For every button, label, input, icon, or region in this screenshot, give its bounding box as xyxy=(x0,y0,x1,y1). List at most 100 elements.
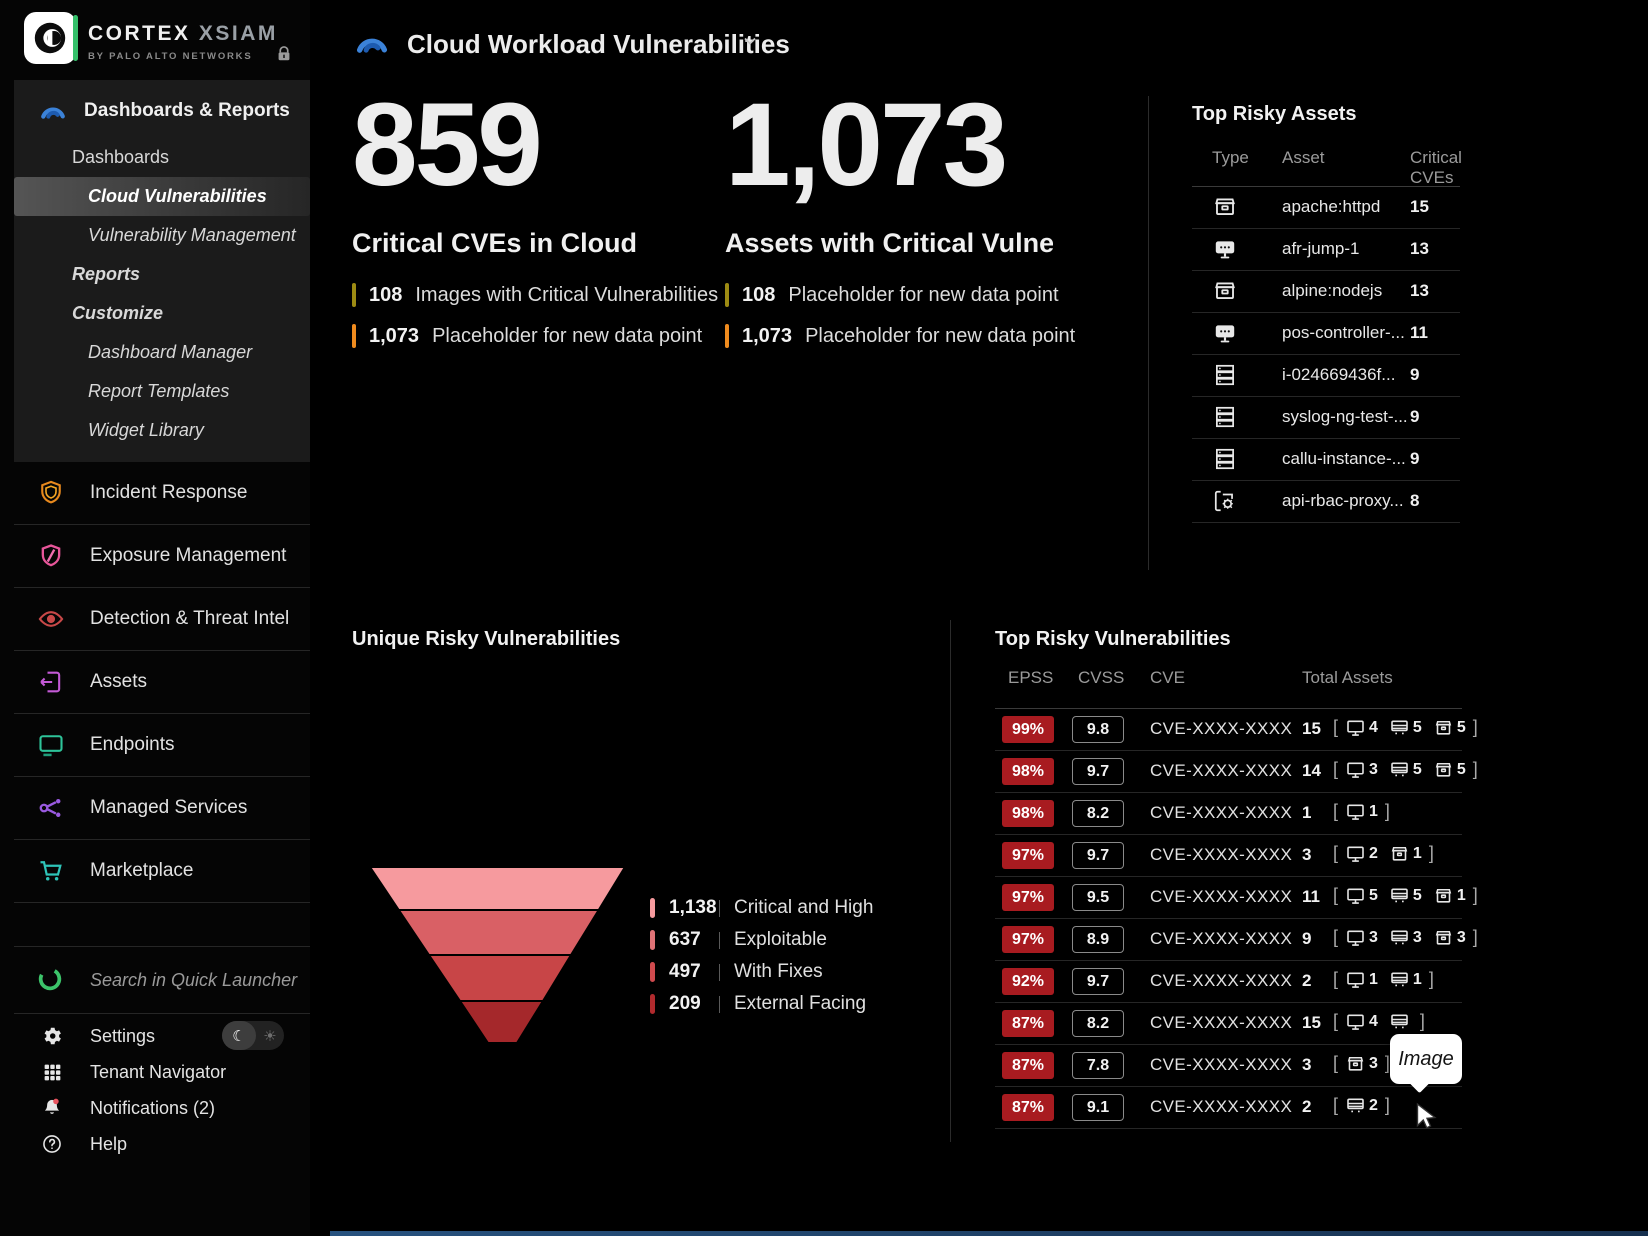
table-row[interactable]: afr-jump-1 13 xyxy=(1192,229,1460,271)
asset-type-count: 3 xyxy=(1433,928,1466,948)
dashboards-menu: Dashboards Cloud Vulnerabilities Vulnerabi… xyxy=(14,138,310,450)
asset-type-count: 1 xyxy=(1389,970,1422,990)
marketplace-icon xyxy=(36,856,66,886)
sidebar-dash-item[interactable]: Widget Library xyxy=(88,420,204,440)
asset-type-count: 5 xyxy=(1433,760,1466,780)
total-assets-count: 11 xyxy=(1302,887,1320,906)
cvss-score: 9.7 xyxy=(1072,758,1124,785)
table-row[interactable]: 92% 9.7 CVE-XXXX-XXXX 2 [1 1] xyxy=(995,961,1462,1003)
asset-type-count: 5 xyxy=(1389,886,1422,906)
total-assets-count: 1 xyxy=(1302,803,1312,822)
cvss-score: 9.1 xyxy=(1072,1094,1124,1121)
total-assets-count: 2 xyxy=(1302,971,1312,990)
settings-item[interactable]: Settings ☾ ☀ xyxy=(14,1018,310,1054)
container-image-icon xyxy=(1212,278,1240,306)
total-assets-count: 3 xyxy=(1302,845,1312,864)
table-row[interactable]: api-rbac-proxy... 8 xyxy=(1192,481,1460,523)
server-icon xyxy=(1212,362,1240,390)
vertical-divider xyxy=(1148,96,1149,570)
sidebar-dash-item[interactable]: Vulnerability Management xyxy=(88,225,296,245)
cvss-score: 9.7 xyxy=(1072,842,1124,869)
page-title: Cloud Workload Vulnerabilities xyxy=(407,29,790,59)
table-row[interactable]: 98% 8.2 CVE-XXXX-XXXX 1[1] xyxy=(995,793,1462,835)
cve-id: CVE-XXXX-XXXX xyxy=(1150,1013,1293,1032)
table-row[interactable]: pos-controller-... 11 xyxy=(1192,313,1460,355)
assets-icon xyxy=(36,667,66,697)
sidebar-dash-item[interactable]: Reports xyxy=(72,264,141,284)
server-sm-icon xyxy=(1389,718,1410,738)
theme-toggle[interactable]: ☾ ☀ xyxy=(222,1021,284,1050)
substat-marker xyxy=(352,324,356,348)
sidebar-nav-item[interactable]: Detection & Threat Intel xyxy=(14,588,310,651)
table-row[interactable]: 98% 9.7 CVE-XXXX-XXXX 14 [3 5 5] xyxy=(995,751,1478,793)
epss-badge: 98% xyxy=(1002,800,1054,827)
asset-type-count: 3 xyxy=(1345,928,1378,948)
table-row[interactable]: callu-instance-... 9 xyxy=(1192,439,1460,481)
asset-type-count: 5 xyxy=(1389,718,1422,738)
sidebar-nav-item[interactable]: Managed Services xyxy=(14,777,310,840)
sun-icon[interactable]: ☀ xyxy=(263,1027,277,1045)
asset-breakdown: [2 1] xyxy=(1333,843,1434,863)
vm-icon xyxy=(1212,236,1240,264)
sidebar-dash-item[interactable]: Customize xyxy=(72,303,164,323)
grid-icon xyxy=(40,1060,64,1084)
table-row[interactable]: alpine:nodejs 13 xyxy=(1192,271,1460,313)
cortex-logo-icon xyxy=(34,22,66,54)
sidebar-nav-item[interactable]: Marketplace xyxy=(14,840,310,903)
table-header: EPSS CVSS CVE Total Assets xyxy=(1008,668,1393,687)
table-row[interactable]: apache:httpd 15 xyxy=(1192,187,1460,229)
table-row[interactable]: 97% 8.9 CVE-XXXX-XXXX 9 [3 3 3] xyxy=(995,919,1478,961)
total-assets-count: 9 xyxy=(1302,929,1312,948)
table-row[interactable]: i-024669436f... 9 xyxy=(1192,355,1460,397)
sidebar-dash-item[interactable]: Report Templates xyxy=(88,381,230,401)
stat-substats: 108 Images with Critical Vulnerabilities 1… xyxy=(352,283,732,365)
asset-breakdown: [1 1] xyxy=(1333,969,1434,990)
asset-type-count: 3 xyxy=(1345,760,1378,780)
asset-breakdown: [2] xyxy=(1333,1095,1390,1116)
table-row[interactable]: 87% 9.1 CVE-XXXX-XXXX 2[2] xyxy=(995,1087,1462,1129)
table-row[interactable]: 97% 9.5 CVE-XXXX-XXXX 11 [5 5 1] xyxy=(995,877,1478,919)
sidebar-dash-item[interactable]: Dashboard Manager xyxy=(88,342,253,362)
sidebar-spacer xyxy=(14,903,310,947)
table-row[interactable]: 99% 9.8 CVE-XXXX-XXXX 15 [4 5 5] xyxy=(995,709,1478,751)
table-row[interactable]: 87% 8.2 CVE-XXXX-XXXX 15 [4] xyxy=(995,1003,1462,1045)
help-item[interactable]: Help xyxy=(14,1126,310,1162)
tenant-navigator-item[interactable]: Tenant Navigator xyxy=(14,1054,310,1090)
desktop-icon xyxy=(1345,718,1366,738)
top-risky-vulns-title: Top Risky Vulnerabilities xyxy=(995,628,1231,650)
cortex-logo[interactable] xyxy=(24,12,78,64)
notifications-item[interactable]: Notifications (2) xyxy=(14,1090,310,1126)
endpoints-icon xyxy=(36,730,66,760)
chevron-down-icon[interactable] xyxy=(742,33,758,49)
box-sm-icon xyxy=(1345,1054,1366,1074)
sidebar-nav-item[interactable]: Exposure Management xyxy=(14,525,310,588)
lock-icon[interactable] xyxy=(274,44,294,64)
sidebar-nav-item[interactable]: Incident Response xyxy=(14,462,310,525)
sidebar-dash-item[interactable]: Cloud Vulnerabilities xyxy=(14,177,310,216)
cve-id: CVE-XXXX-XXXX xyxy=(1150,719,1293,738)
managed-services-icon xyxy=(36,793,66,823)
dashboards-reports-section: Dashboards & Reports Dashboards Cloud Vul… xyxy=(14,80,310,462)
asset-type-count: 2 xyxy=(1345,1096,1378,1116)
table-row[interactable]: syslog-ng-test-... 9 xyxy=(1192,397,1460,439)
substat: 108 Placeholder for new data point xyxy=(725,283,1105,307)
box-sm-icon xyxy=(1433,886,1454,906)
asset-breakdown: [1] xyxy=(1333,801,1390,821)
sidebar-nav-item[interactable]: Endpoints xyxy=(14,714,310,777)
sidebar-nav-item[interactable]: Assets xyxy=(14,651,310,714)
divider xyxy=(719,963,720,981)
table-row[interactable]: 97% 9.7 CVE-XXXX-XXXX 3 [2 1] xyxy=(995,835,1462,877)
asset-type-count: 5 xyxy=(1389,760,1422,780)
substat: 1,073 Placeholder for new data point xyxy=(352,324,732,348)
epss-badge: 99% xyxy=(1002,716,1054,743)
quick-launcher[interactable]: Search in Quick Launcher xyxy=(14,947,310,1014)
server-sm-icon xyxy=(1389,886,1410,906)
total-assets-count: 2 xyxy=(1302,1097,1312,1116)
asset-type-count: 1 xyxy=(1345,970,1378,990)
cve-id: CVE-XXXX-XXXX xyxy=(1150,971,1293,990)
table-row[interactable]: 87% 7.8 CVE-XXXX-XXXX 3[3] xyxy=(995,1045,1462,1087)
server-sm-icon xyxy=(1389,760,1410,780)
moon-icon[interactable]: ☾ xyxy=(222,1021,256,1050)
sidebar-dash-item[interactable]: Dashboards xyxy=(72,147,170,167)
dashboards-reports-header[interactable]: Dashboards & Reports xyxy=(14,80,310,126)
